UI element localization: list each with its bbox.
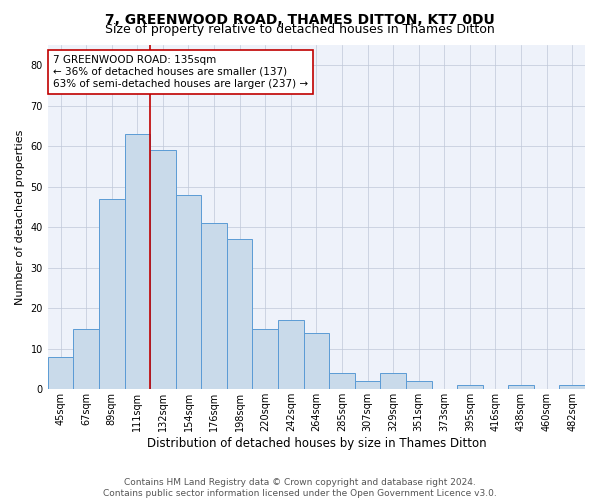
- Bar: [48, 357, 73, 390]
- Y-axis label: Number of detached properties: Number of detached properties: [15, 130, 25, 305]
- Bar: [559, 385, 585, 390]
- Bar: [73, 328, 99, 390]
- Bar: [278, 320, 304, 390]
- Bar: [125, 134, 150, 390]
- Bar: [457, 385, 482, 390]
- Bar: [150, 150, 176, 390]
- Bar: [329, 373, 355, 390]
- Text: 7 GREENWOOD ROAD: 135sqm
← 36% of detached houses are smaller (137)
63% of semi-: 7 GREENWOOD ROAD: 135sqm ← 36% of detach…: [53, 56, 308, 88]
- Bar: [99, 199, 125, 390]
- Text: Size of property relative to detached houses in Thames Ditton: Size of property relative to detached ho…: [105, 22, 495, 36]
- Bar: [176, 195, 201, 390]
- Bar: [355, 381, 380, 390]
- Bar: [227, 240, 253, 390]
- Bar: [406, 381, 431, 390]
- Bar: [201, 223, 227, 390]
- Bar: [253, 328, 278, 390]
- Bar: [380, 373, 406, 390]
- Bar: [304, 332, 329, 390]
- X-axis label: Distribution of detached houses by size in Thames Ditton: Distribution of detached houses by size …: [146, 437, 486, 450]
- Text: 7, GREENWOOD ROAD, THAMES DITTON, KT7 0DU: 7, GREENWOOD ROAD, THAMES DITTON, KT7 0D…: [105, 12, 495, 26]
- Bar: [508, 385, 534, 390]
- Text: Contains HM Land Registry data © Crown copyright and database right 2024.
Contai: Contains HM Land Registry data © Crown c…: [103, 478, 497, 498]
